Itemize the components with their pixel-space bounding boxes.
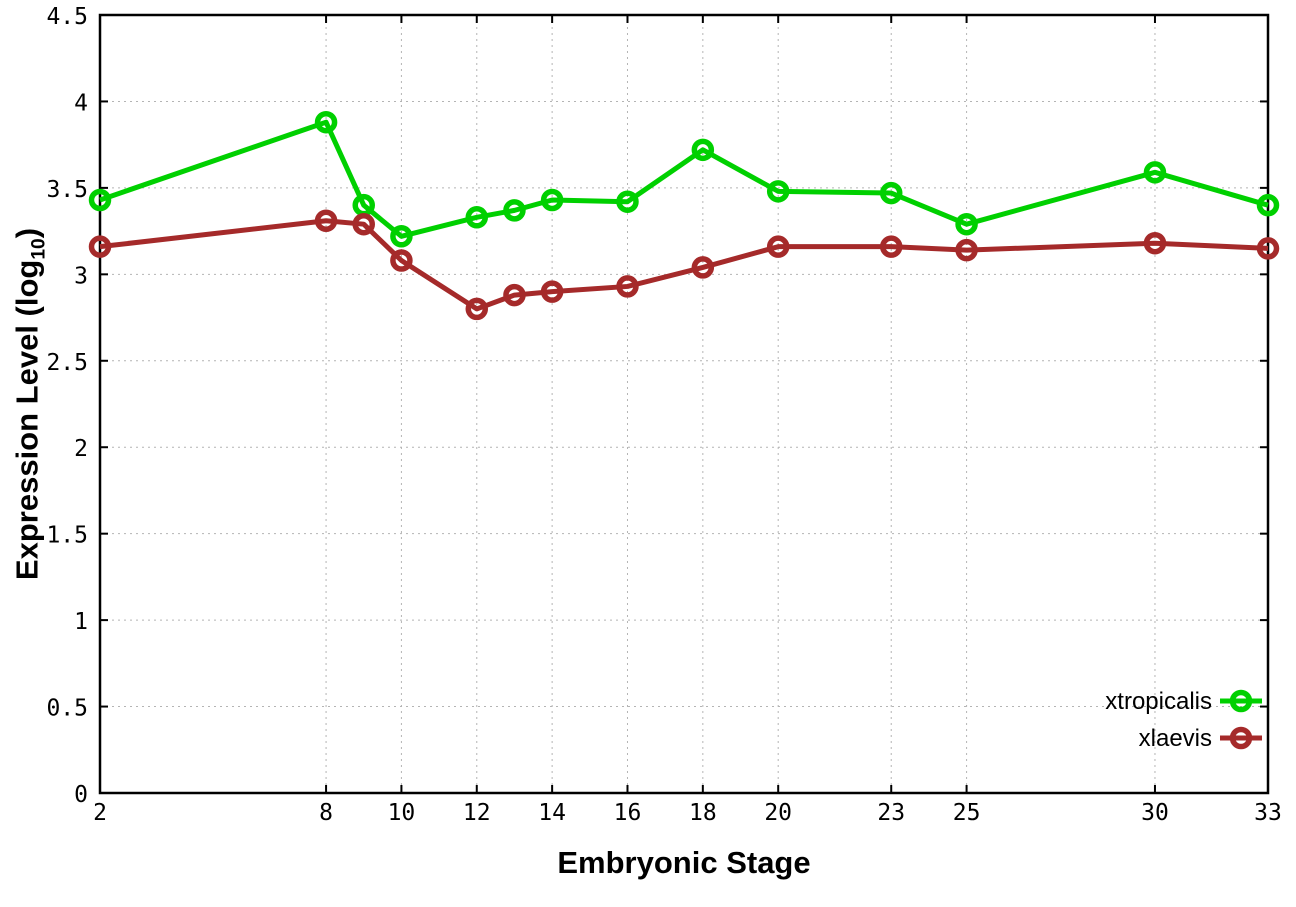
data-point-xtropicalis xyxy=(88,188,112,212)
y-axis-title: Expression Level (log10) xyxy=(9,228,50,580)
y-tick-label: 3 xyxy=(74,263,88,289)
y-tick-label: 2.5 xyxy=(46,350,88,376)
x-tick-label: 30 xyxy=(1141,800,1169,826)
x-tick-label: 18 xyxy=(689,800,717,826)
data-point-xlaevis xyxy=(1256,237,1280,260)
x-tick-label: 23 xyxy=(877,800,905,826)
data-point-xlaevis xyxy=(503,283,526,307)
y-tick-label: 2 xyxy=(74,436,88,462)
data-point-xtropicalis xyxy=(1143,161,1167,184)
legend-label-xtropicalis: xtropicalis xyxy=(1105,688,1212,715)
y-axis-title-suffix: ) xyxy=(9,227,45,239)
x-tick-label: 33 xyxy=(1254,800,1282,826)
y-tick-label: 0 xyxy=(74,782,88,808)
x-tick-label: 25 xyxy=(953,800,981,826)
y-tick-label: 1 xyxy=(74,609,88,635)
y-tick-label: 1.5 xyxy=(46,523,88,549)
x-tick-label: 8 xyxy=(319,800,333,826)
data-point-xtropicalis xyxy=(503,199,526,222)
x-tick-label: 16 xyxy=(614,800,642,826)
data-point-xlaevis xyxy=(766,235,790,258)
plot-border xyxy=(98,13,1270,795)
data-point-xlaevis xyxy=(465,297,489,321)
data-point-xtropicalis xyxy=(879,181,903,205)
data-point-xtropicalis xyxy=(691,138,715,162)
x-tick-label: 12 xyxy=(463,800,491,826)
y-axis-title-text: Expression Level (log xyxy=(9,259,45,581)
y-tick-label: 4.5 xyxy=(46,4,88,30)
x-tick-label: 20 xyxy=(764,800,792,826)
data-point-xlaevis xyxy=(691,256,715,279)
y-tick-label: 0.5 xyxy=(46,696,88,722)
data-point-xlaevis xyxy=(879,235,903,258)
data-point-xtropicalis xyxy=(390,225,413,248)
data-point-xtropicalis xyxy=(314,110,338,134)
data-point-xlaevis xyxy=(88,235,112,258)
data-point-xlaevis xyxy=(390,249,413,272)
data-point-xlaevis xyxy=(955,238,978,262)
data-point-xtropicalis xyxy=(955,212,978,236)
x-tick-label: 10 xyxy=(388,800,416,826)
data-point-xlaevis xyxy=(616,275,639,298)
legend-sample-marker-xtropicalis xyxy=(1229,689,1253,713)
data-point-xlaevis xyxy=(540,280,564,303)
y-axis-title-subscript: 10 xyxy=(28,238,50,260)
data-point-xlaevis xyxy=(314,209,338,232)
y-tick-label: 4 xyxy=(74,90,88,116)
legend-label-xlaevis: xlaevis xyxy=(1139,725,1212,752)
data-point-xtropicalis xyxy=(766,180,790,203)
data-point-xtropicalis xyxy=(616,190,639,213)
data-point-xlaevis xyxy=(352,212,375,236)
legend-sample-marker-xlaevis xyxy=(1229,726,1253,750)
x-tick-label: 14 xyxy=(538,800,566,826)
data-point-xtropicalis xyxy=(1256,193,1280,217)
x-tick-label: 2 xyxy=(93,800,107,826)
data-point-xtropicalis xyxy=(465,206,489,229)
y-tick-label: 3.5 xyxy=(46,177,88,203)
data-point-xtropicalis xyxy=(540,188,564,212)
x-axis-title: Embryonic Stage xyxy=(557,845,811,880)
data-point-xlaevis xyxy=(1143,231,1167,255)
